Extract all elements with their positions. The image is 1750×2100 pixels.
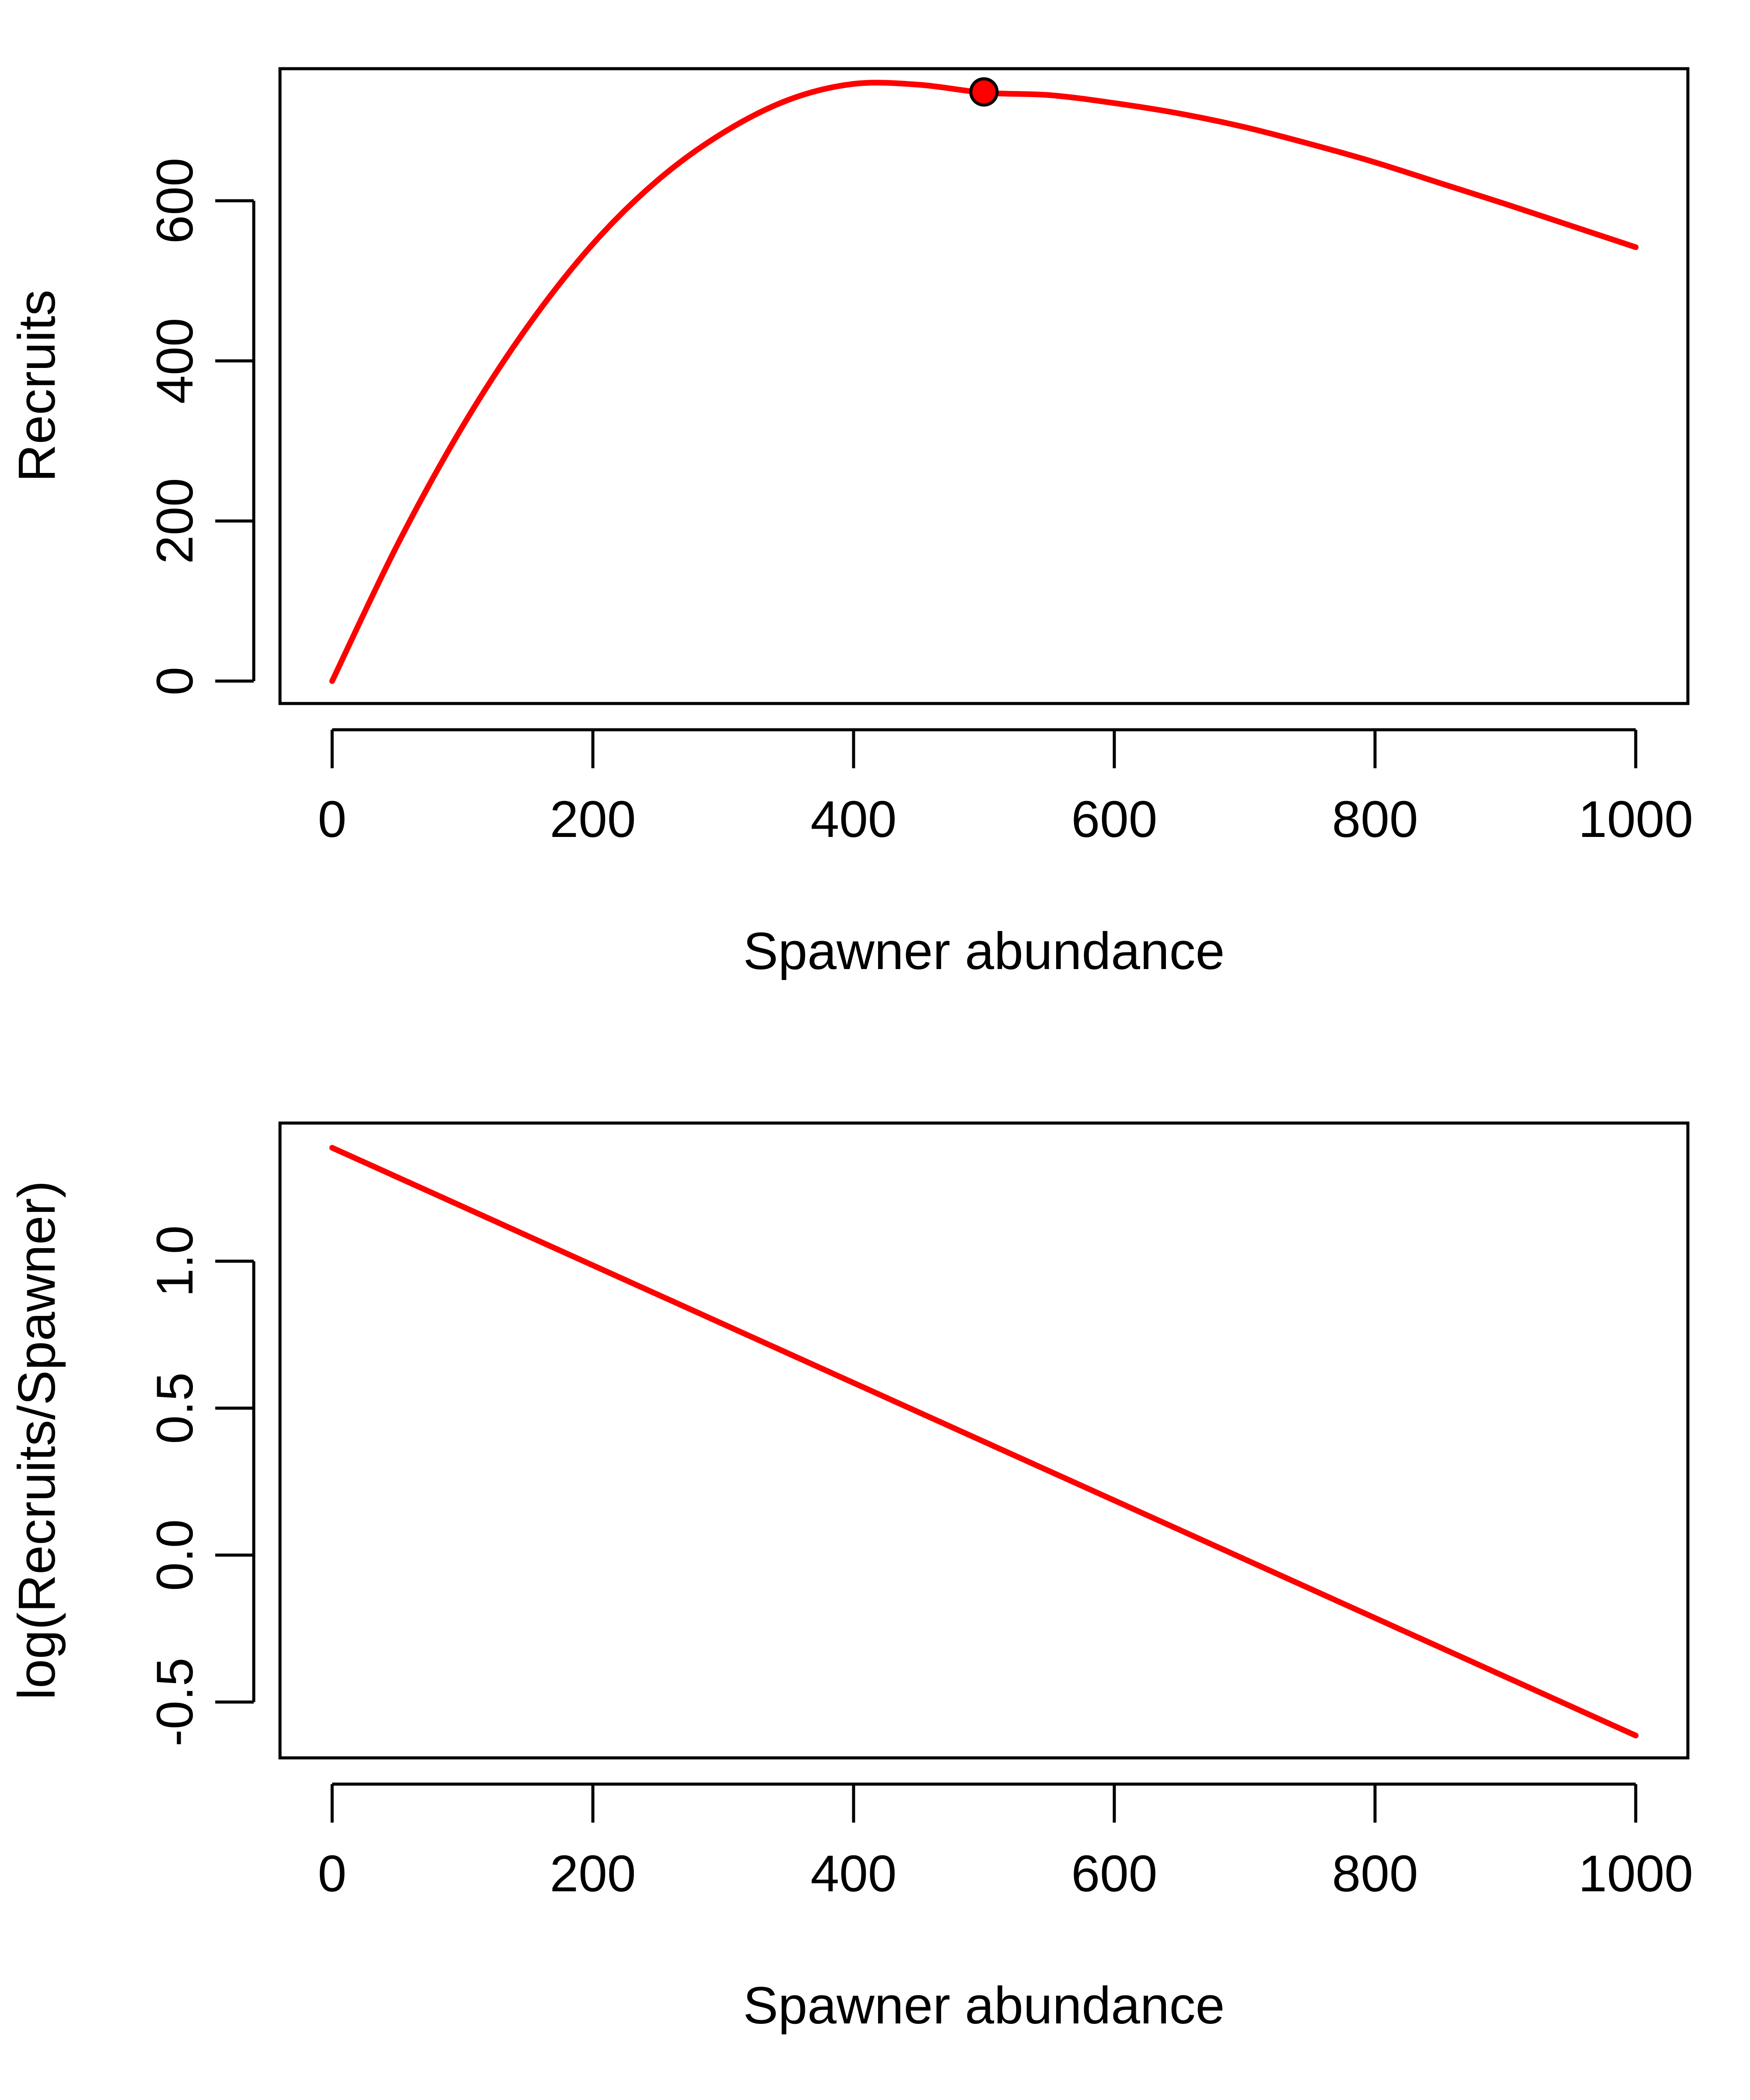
recruits-marks bbox=[329, 77, 1639, 684]
log-ratio-y-axis-title: log(Recruits/Spawner) bbox=[7, 1180, 66, 1700]
log-ratio-y-tick-label: 0.5 bbox=[146, 1372, 204, 1444]
log-ratio-x-tick-label: 800 bbox=[1332, 1845, 1418, 1903]
log-ratio-panel: 0 200 400 600 800 1000 -0.5 0.0 0.5 1.0 Spawner … bbox=[7, 1121, 1694, 2035]
recruits-y-tick-label: 0 bbox=[146, 667, 204, 696]
log-ratio-y-axis: -0.5 0.0 0.5 1.0 bbox=[146, 1225, 256, 1746]
recruits-y-axis: 0 200 400 600 bbox=[146, 158, 256, 696]
recruits-x-axis: 0 200 400 600 800 1000 bbox=[318, 728, 1694, 848]
log-ratio-plot-frame bbox=[278, 1121, 1690, 1760]
recruits-x-tick-label: 0 bbox=[318, 791, 346, 848]
recruits-peak-point bbox=[969, 77, 999, 107]
log-ratio-y-tick-label: 1.0 bbox=[146, 1225, 204, 1297]
recruits-plot-frame bbox=[278, 67, 1690, 705]
recruits-x-tick-label: 600 bbox=[1071, 791, 1158, 848]
recruits-x-tick-label: 1000 bbox=[1578, 791, 1694, 848]
recruits-x-tick-label: 800 bbox=[1332, 791, 1418, 848]
recruits-x-tick-label: 400 bbox=[811, 791, 897, 848]
log-ratio-y-tick-label: -0.5 bbox=[146, 1658, 204, 1746]
recruits-x-axis-title: Spawner abundance bbox=[743, 922, 1225, 980]
recruits-y-axis-title: Recruits bbox=[7, 290, 66, 482]
log-ratio-x-tick-label: 1000 bbox=[1578, 1845, 1694, 1903]
recruits-y-tick-label: 600 bbox=[146, 158, 204, 244]
log-ratio-marks bbox=[329, 1144, 1639, 1739]
log-ratio-x-axis: 0 200 400 600 800 1000 bbox=[318, 1782, 1694, 1903]
log-ratio-x-axis-title: Spawner abundance bbox=[743, 1976, 1225, 2035]
log-ratio-x-tick-label: 200 bbox=[550, 1845, 636, 1903]
log-ratio-x-tick-label: 0 bbox=[318, 1845, 346, 1903]
recruits-y-tick-label: 200 bbox=[146, 478, 204, 564]
log-ratio-series-line bbox=[329, 1144, 1639, 1739]
log-ratio-y-tick-label: 0.0 bbox=[146, 1519, 204, 1591]
log-ratio-x-tick-label: 600 bbox=[1071, 1845, 1158, 1903]
recruits-x-tick-label: 200 bbox=[550, 791, 636, 848]
log-ratio-x-tick-label: 400 bbox=[811, 1845, 897, 1903]
recruits-panel: 0 200 400 600 800 1000 0 200 400 600 Spawner abu… bbox=[7, 67, 1694, 980]
recruits-y-tick-label: 400 bbox=[146, 318, 204, 404]
recruits-series-line bbox=[329, 80, 1639, 684]
